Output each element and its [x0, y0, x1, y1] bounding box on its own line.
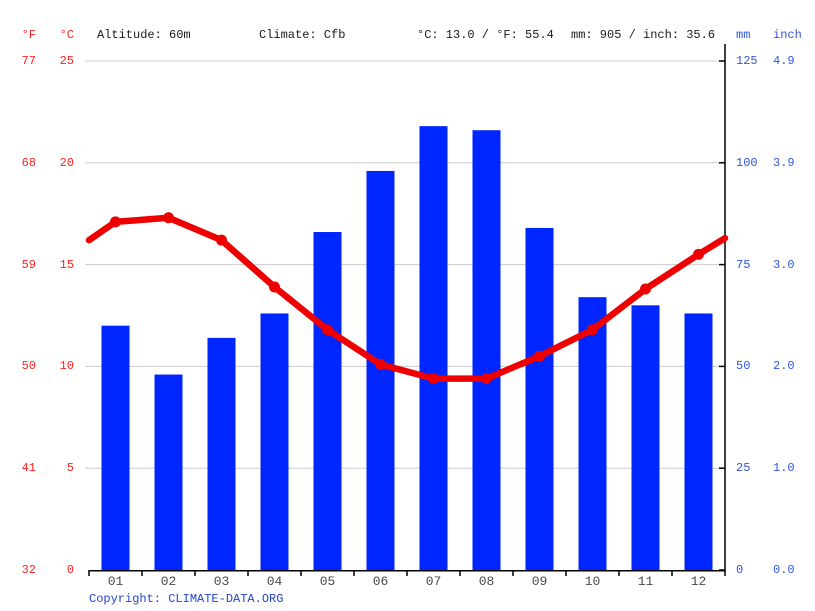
precip-mm-tick-label: 75	[736, 257, 751, 272]
precipitation-bar	[525, 227, 554, 570]
temp-c-tick-label: 10	[59, 359, 74, 374]
precip-inch-tick-label: 4.9	[773, 54, 795, 68]
precip-mm-tick-label: 50	[736, 359, 751, 374]
temperature-point	[322, 324, 333, 336]
temperature-point	[481, 373, 492, 385]
precip-inch-tick-label: 3.9	[773, 155, 795, 170]
temp-c-tick-label: 25	[59, 54, 74, 68]
temperature-point	[163, 212, 174, 224]
temp-c-tick-label: 20	[59, 155, 74, 170]
temp-c-tick-label: 5	[66, 461, 74, 476]
precipitation-bar	[154, 374, 183, 570]
precipitation-bar	[578, 297, 607, 570]
month-label: 11	[637, 574, 654, 589]
header-celsius-unit: °C	[59, 28, 74, 42]
temp-c-tick-label: 0	[66, 563, 74, 577]
precipitation-bar	[366, 170, 395, 570]
precip-mm-tick-label: 0	[736, 563, 744, 577]
temp-f-tick-label: 59	[21, 257, 36, 272]
temperature-point	[428, 373, 439, 385]
temp-f-tick-label: 41	[21, 461, 36, 476]
precip-mm-tick-label: 125	[736, 54, 758, 68]
temperature-point	[110, 216, 121, 228]
precip-inch-tick-label: 3.0	[773, 257, 795, 272]
month-label: 04	[266, 574, 283, 589]
copyright-link[interactable]: CLIMATE-DATA.ORG	[168, 592, 284, 606]
month-label: 08	[478, 574, 495, 589]
month-label: 07	[425, 574, 442, 589]
temp-f-tick-label: 68	[21, 155, 36, 170]
precipitation-bar	[472, 130, 501, 570]
temperature-line	[85, 214, 729, 382]
month-label: 03	[213, 574, 230, 589]
temperature-point	[216, 234, 227, 246]
precip-inch-tick-label: 2.0	[773, 359, 795, 374]
copyright-line: Copyright: CLIMATE-DATA.ORG	[89, 592, 283, 607]
precipitation-bar	[419, 126, 448, 570]
month-label: 12	[690, 574, 707, 589]
header-inch-unit: inch	[773, 28, 802, 42]
month-label: 09	[531, 574, 548, 589]
temperature-point	[375, 358, 386, 370]
month-label: 05	[319, 574, 336, 589]
precipitation-bar	[684, 313, 713, 570]
temperature-point	[534, 350, 545, 362]
temperature-point	[269, 281, 280, 293]
precipitation-bar	[631, 305, 660, 570]
temperature-point	[693, 248, 704, 260]
header-precip-summary: mm: 905 / inch: 35.6	[571, 28, 716, 42]
header-mm-unit: mm	[736, 28, 751, 42]
precipitation-bar	[207, 337, 236, 570]
precip-inch-tick-label: 1.0	[773, 461, 795, 476]
temperature-point	[587, 324, 598, 336]
month-label: 10	[584, 574, 601, 589]
copyright-label: Copyright:	[89, 592, 169, 606]
header-altitude: Altitude: 60m	[97, 28, 191, 42]
precipitation-bar	[101, 325, 130, 570]
header-climate-class: Climate: Cfb	[259, 28, 346, 42]
precip-mm-tick-label: 25	[736, 461, 751, 476]
precipitation-bar	[313, 232, 342, 571]
month-label: 02	[160, 574, 177, 589]
temperature-point	[640, 283, 651, 295]
temp-f-tick-label: 77	[21, 54, 36, 68]
temp-c-tick-label: 15	[59, 257, 74, 272]
header-temp-summary: °C: 13.0 / °F: 55.4	[417, 28, 554, 42]
temp-f-tick-label: 50	[21, 359, 36, 374]
precip-mm-tick-label: 100	[736, 155, 758, 170]
precipitation-bar	[260, 313, 289, 570]
month-label: 01	[107, 574, 124, 589]
month-label: 06	[372, 574, 389, 589]
precip-inch-tick-label: 0.0	[773, 563, 795, 577]
temp-f-tick-label: 32	[21, 563, 36, 577]
header-fahrenheit-unit: °F	[21, 28, 36, 42]
